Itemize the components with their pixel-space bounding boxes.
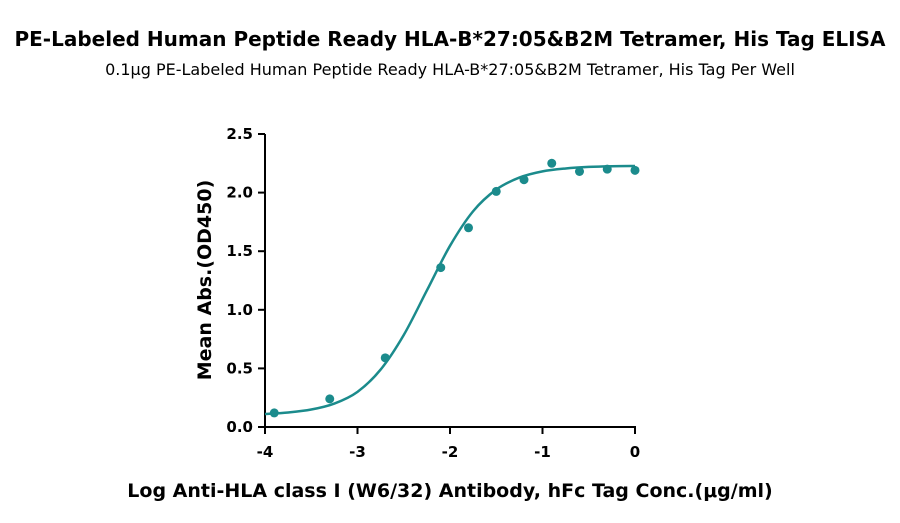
- y-tick-label: 2.5: [226, 125, 253, 143]
- data-point: [325, 394, 335, 404]
- x-tick-label: 0: [630, 443, 640, 461]
- data-point: [464, 223, 473, 233]
- data-point: [547, 158, 557, 168]
- y-tick-label: 0.5: [226, 359, 253, 377]
- x-tick-label: -4: [257, 443, 274, 461]
- data-point: [436, 263, 446, 273]
- data-point: [491, 186, 501, 196]
- y-tick-label: 2.0: [226, 184, 253, 202]
- x-tick-label: -1: [534, 443, 551, 461]
- chart-subtitle: 0.1μg PE-Labeled Human Peptide Ready HLA…: [105, 60, 795, 79]
- data-point: [269, 408, 279, 418]
- x-axis-label: Log Anti-HLA class I (W6/32) Antibody, h…: [127, 480, 772, 502]
- chart-title: PE-Labeled Human Peptide Ready HLA-B*27:…: [14, 27, 886, 51]
- x-tick-label: -2: [442, 443, 459, 461]
- y-tick-label: 0.0: [226, 418, 253, 436]
- x-tick-label: -3: [349, 443, 366, 461]
- fit-curve: [264, 164, 636, 416]
- y-tick-label: 1.5: [226, 242, 253, 260]
- data-point: [602, 164, 612, 174]
- data-point: [519, 175, 529, 185]
- data-point: [575, 167, 584, 177]
- data-point: [380, 353, 390, 363]
- y-tick-label: 1.0: [226, 301, 253, 319]
- y-axis-label: Mean Abs.(OD450): [194, 180, 216, 381]
- data-point: [630, 165, 640, 175]
